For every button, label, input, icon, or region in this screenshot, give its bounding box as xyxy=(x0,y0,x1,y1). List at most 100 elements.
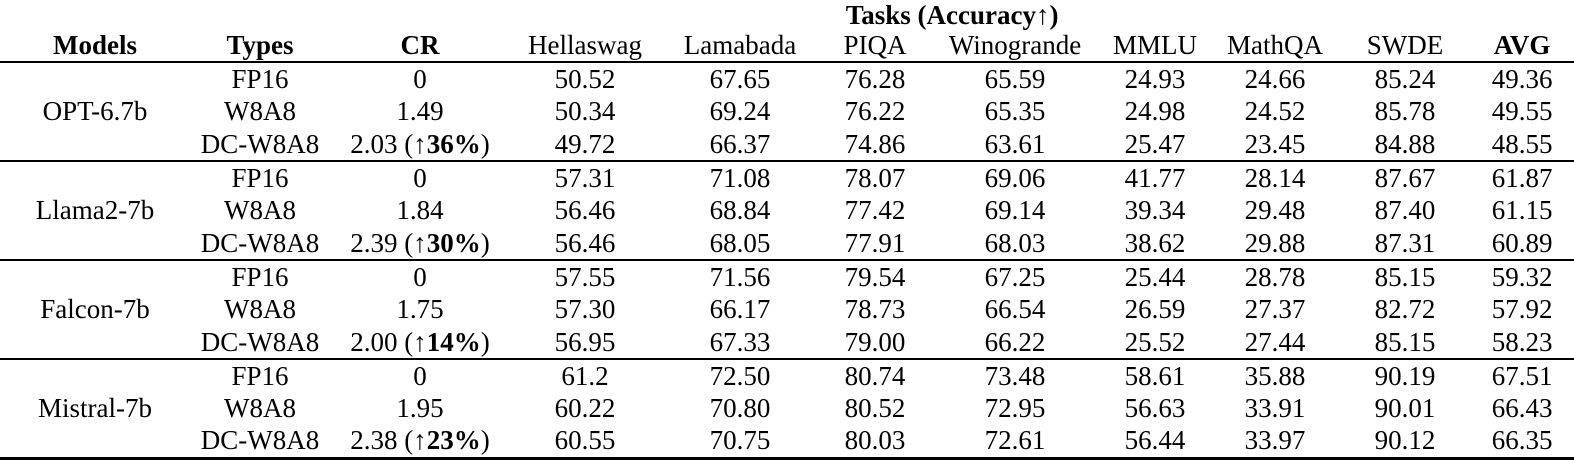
score-cell: 72.61 xyxy=(984,425,1046,456)
tasks-header-row: Tasks (Accuracy↑) xyxy=(0,0,1574,30)
score-cell: 71.08 xyxy=(709,162,771,193)
cr-cell: 0 xyxy=(330,359,510,392)
score-cell: 49.55 xyxy=(1491,96,1553,126)
tasks-header-label: Tasks (Accuracy↑) xyxy=(845,0,1059,30)
score-cell: 72.50 xyxy=(709,360,771,391)
score-cell: 85.24 xyxy=(1374,63,1436,94)
score-cell: 90.19 xyxy=(1374,360,1436,391)
table-row: Mistral-7b FP16 0 61.2 72.50 80.74 73.48 58.61 3… xyxy=(0,359,1574,421)
cr-cell: 1.75 xyxy=(330,293,510,326)
score-cell: 27.44 xyxy=(1244,326,1306,357)
score-cell: 24.52 xyxy=(1244,96,1306,126)
column-header-lamabada: Lamabada xyxy=(660,30,820,63)
cr-suffix: ) xyxy=(480,326,490,357)
score-cell: 66.37 xyxy=(709,128,771,159)
table-row: W8A8 1.84 56.46 68.84 77.42 69.14 39.34 29.48 87… xyxy=(0,194,1574,227)
column-header-piqa: PIQA xyxy=(820,30,930,63)
score-cell: 59.32 xyxy=(1491,261,1553,292)
cr-prefix: 2.38 (↑ xyxy=(350,425,427,456)
model-group: OPT-6.7b FP16 0 50.52 67.65 76.28 65.59 24.93 24… xyxy=(0,62,1574,161)
cr-suffix: ) xyxy=(480,425,490,456)
score-cell: 57.92 xyxy=(1491,294,1553,324)
score-cell: 70.80 xyxy=(709,393,771,423)
score-cell: 68.05 xyxy=(709,227,771,258)
cr-suffix: ) xyxy=(480,128,490,159)
score-cell: 56.46 xyxy=(554,227,616,258)
score-cell: 66.54 xyxy=(984,294,1046,324)
score-cell: 61.15 xyxy=(1491,195,1553,225)
column-header-row: Models Types CR Hellaswag Lamabada PIQA … xyxy=(0,30,1574,63)
type-cell: DC-W8A8 xyxy=(200,425,320,456)
score-cell: 28.78 xyxy=(1244,261,1306,292)
cr-prefix: 0 xyxy=(413,63,427,94)
cr-prefix: 1.84 xyxy=(396,195,444,225)
score-cell: 66.17 xyxy=(709,294,771,324)
score-cell: 61.2 xyxy=(561,360,609,391)
score-cell: 35.88 xyxy=(1244,360,1306,391)
type-cell: W8A8 xyxy=(224,195,296,225)
column-header-swde: SWDE xyxy=(1340,30,1470,63)
cr-bold: 23% xyxy=(426,425,481,456)
cr-prefix: 2.00 (↑ xyxy=(350,326,427,357)
table-row: DC-W8A8 2.38 (↑23%) 60.55 70.75 80.03 72.61 56… xyxy=(0,425,1574,458)
column-header-winogrande: Winogrande xyxy=(930,30,1100,63)
score-cell: 68.84 xyxy=(709,195,771,225)
score-cell: 90.01 xyxy=(1374,393,1436,423)
cr-cell: 0 xyxy=(330,62,510,95)
type-cell: DC-W8A8 xyxy=(200,128,320,159)
cr-prefix: 0 xyxy=(413,162,427,193)
score-cell: 56.44 xyxy=(1124,425,1186,456)
score-cell: 84.88 xyxy=(1374,128,1436,159)
score-cell: 56.95 xyxy=(554,326,616,357)
type-cell: FP16 xyxy=(231,360,289,391)
score-cell: 66.43 xyxy=(1491,393,1553,423)
header-spacer xyxy=(0,0,330,30)
column-header-avg: AVG xyxy=(1470,30,1574,63)
score-cell: 49.72 xyxy=(554,128,616,159)
table-row: DC-W8A8 2.39 (↑30%) 56.46 68.05 77.91 68.03 38… xyxy=(0,227,1574,260)
score-cell: 49.36 xyxy=(1491,63,1553,94)
score-cell: 78.07 xyxy=(844,162,906,193)
cr-cell: 1.84 xyxy=(330,194,510,227)
cr-cell: 0 xyxy=(330,161,510,194)
cr-bold: 14% xyxy=(426,326,481,357)
type-cell: DC-W8A8 xyxy=(200,326,320,357)
score-cell: 57.55 xyxy=(554,261,616,292)
score-cell: 58.23 xyxy=(1491,326,1553,357)
score-cell: 76.28 xyxy=(844,63,906,94)
cr-cell: 2.39 (↑30%) xyxy=(330,227,510,260)
model-group: Llama2-7b FP16 0 57.31 71.08 78.07 69.06 41.77 2… xyxy=(0,161,1574,260)
score-cell: 63.61 xyxy=(984,128,1046,159)
score-cell: 82.72 xyxy=(1374,294,1436,324)
score-cell: 80.03 xyxy=(844,425,906,456)
model-name: Mistral-7b xyxy=(38,392,152,423)
score-cell: 66.35 xyxy=(1491,425,1553,456)
model-name: OPT-6.7b xyxy=(42,96,148,126)
cr-cell: 2.00 (↑14%) xyxy=(330,326,510,359)
score-cell: 50.34 xyxy=(554,96,616,126)
score-cell: 67.65 xyxy=(709,63,771,94)
score-cell: 48.55 xyxy=(1491,128,1553,159)
table-row: Falcon-7b FP16 0 57.55 71.56 79.54 67.25 25.44 2… xyxy=(0,260,1574,323)
score-cell: 65.35 xyxy=(984,96,1046,126)
score-cell: 65.59 xyxy=(984,63,1046,94)
score-cell: 33.91 xyxy=(1244,393,1306,423)
cr-prefix: 0 xyxy=(413,261,427,292)
score-cell: 66.22 xyxy=(984,326,1046,357)
score-cell: 73.48 xyxy=(984,360,1046,391)
cr-prefix: 1.75 xyxy=(396,294,444,324)
score-cell: 50.52 xyxy=(554,63,616,94)
model-name: Llama2-7b xyxy=(35,195,155,225)
type-cell: W8A8 xyxy=(224,96,296,126)
score-cell: 60.55 xyxy=(554,425,616,456)
score-cell: 25.44 xyxy=(1124,261,1186,292)
type-cell: DC-W8A8 xyxy=(200,227,320,258)
score-cell: 72.95 xyxy=(984,393,1046,423)
type-cell: W8A8 xyxy=(224,393,296,423)
type-cell: W8A8 xyxy=(224,294,296,324)
score-cell: 69.06 xyxy=(984,162,1046,193)
score-cell: 80.74 xyxy=(844,360,906,391)
score-cell: 87.40 xyxy=(1374,195,1436,225)
score-cell: 33.97 xyxy=(1244,425,1306,456)
